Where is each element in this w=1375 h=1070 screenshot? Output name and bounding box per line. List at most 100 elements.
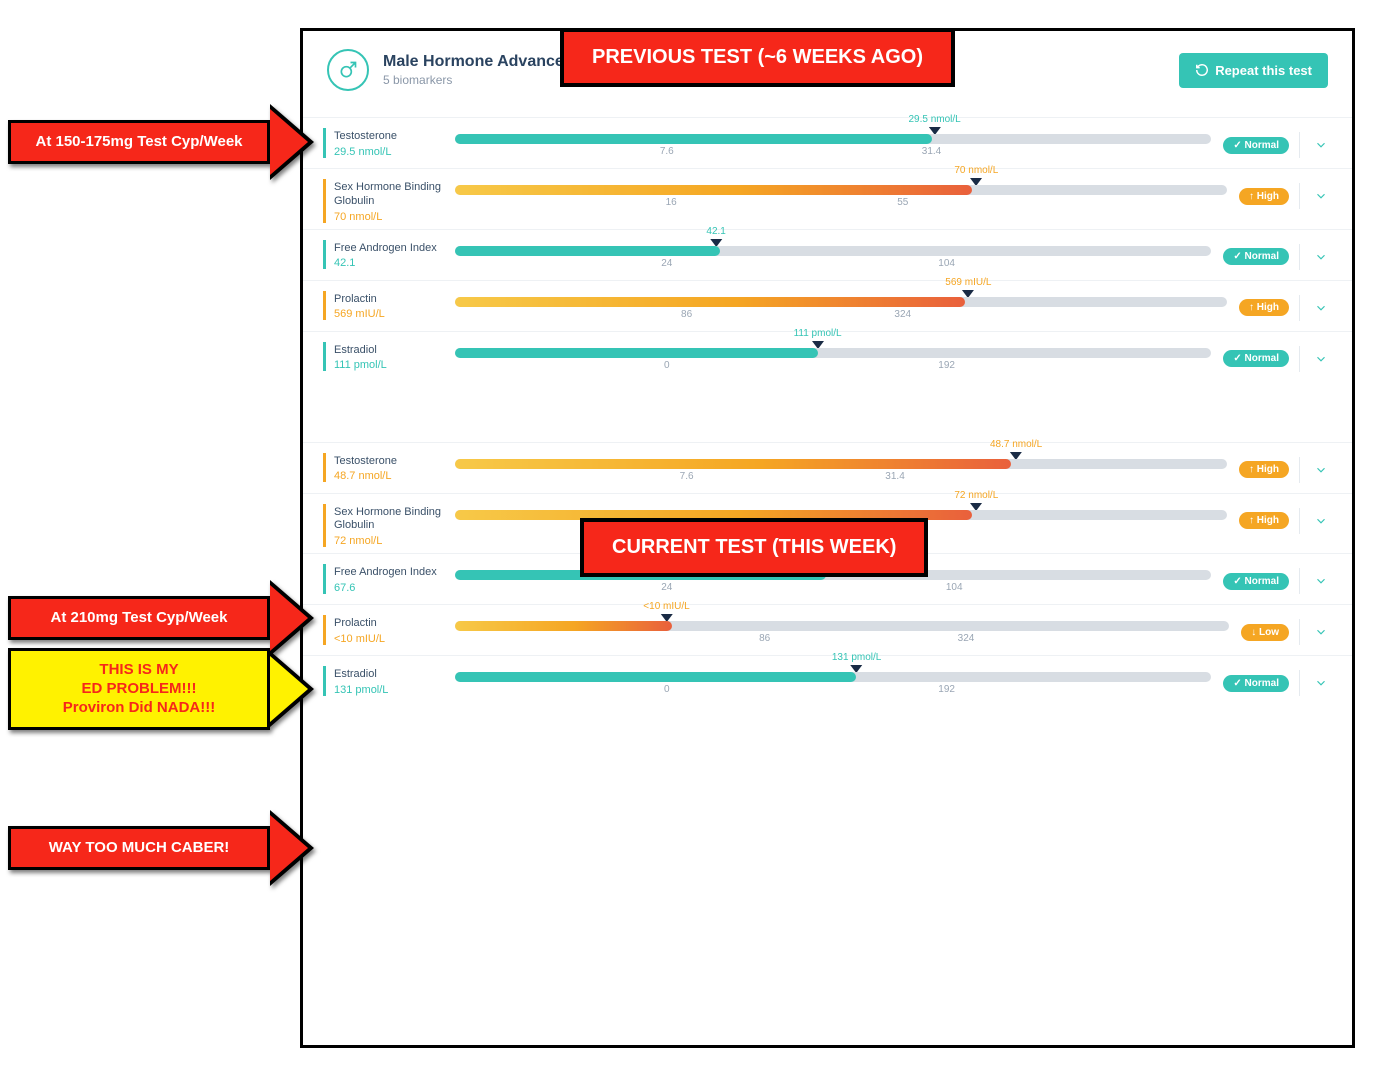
marker-label: 29.5 nmol/L: [908, 114, 960, 125]
current-test-banner: CURRENT TEST (THIS WEEK): [580, 518, 928, 577]
chevron-down-icon: [1314, 138, 1328, 152]
annotation-text: THIS IS MYED PROBLEM!!!Proviron Did NADA…: [8, 648, 270, 730]
value-marker: 48.7 nmol/L: [990, 439, 1042, 460]
annotation-arrow: THIS IS MYED PROBLEM!!!Proviron Did NADA…: [8, 648, 314, 730]
biomarker-bar: 70 nmol/L 1655: [443, 179, 1239, 213]
scale-labels: 0192: [455, 684, 1211, 700]
bar-track: [455, 459, 1227, 469]
scale-tick: 104: [938, 258, 955, 269]
biomarker-label-block: Testosterone 48.7 nmol/L: [323, 453, 443, 483]
annotation-text: WAY TOO MUCH CABER!: [8, 826, 270, 871]
scale-tick: 16: [666, 197, 677, 208]
biomarker-name: Estradiol: [334, 668, 443, 682]
biomarker-actions: ✓ Normal: [1223, 240, 1332, 270]
scale-tick: 55: [897, 197, 908, 208]
bar-track: [455, 246, 1211, 256]
bar-fill: [455, 672, 856, 682]
chevron-down-icon: [1314, 514, 1328, 528]
marker-label: 111 pmol/L: [794, 328, 842, 339]
biomarker-bar: 42.1 24104: [443, 240, 1223, 274]
repeat-label: Repeat this test: [1215, 63, 1312, 78]
divider: [1299, 132, 1300, 158]
expand-toggle[interactable]: [1310, 459, 1332, 481]
chevron-down-icon: [1314, 250, 1328, 264]
refresh-icon: [1195, 63, 1209, 77]
biomarker-row[interactable]: Prolactin <10 mIU/L <10 mIU/L 86324 ↓ Lo…: [303, 604, 1352, 655]
biomarker-actions: ↓ Low: [1241, 615, 1332, 645]
expand-toggle[interactable]: [1310, 185, 1332, 207]
divider: [1299, 183, 1300, 209]
expand-toggle[interactable]: [1310, 570, 1332, 592]
bar-fill: [455, 134, 932, 144]
biomarker-row[interactable]: Sex Hormone Binding Globulin 70 nmol/L 7…: [303, 168, 1352, 229]
biomarker-value: 29.5 nmol/L: [334, 146, 443, 158]
biomarker-row[interactable]: Prolactin 569 mIU/L 569 mIU/L 86324 ↑ Hi…: [303, 280, 1352, 331]
marker-label: 569 mIU/L: [945, 277, 991, 288]
biomarker-value: 111 pmol/L: [334, 359, 443, 371]
status-badge: ✓ Normal: [1223, 350, 1289, 367]
biomarker-bar: <10 mIU/L 86324: [443, 615, 1241, 649]
bar-fill: [455, 185, 972, 195]
biomarker-name: Free Androgen Index: [334, 566, 443, 580]
biomarker-bar: 111 pmol/L 0192: [443, 342, 1223, 376]
expand-toggle[interactable]: [1310, 134, 1332, 156]
biomarker-row[interactable]: Testosterone 29.5 nmol/L 29.5 nmol/L 7.6…: [303, 117, 1352, 168]
biomarker-actions: ↑ High: [1239, 504, 1332, 534]
scale-tick: 31.4: [885, 471, 904, 482]
marker-label: 42.1: [706, 226, 725, 237]
annotation-text: At 210mg Test Cyp/Week: [8, 596, 270, 641]
biomarker-value: 48.7 nmol/L: [334, 470, 443, 482]
value-marker: 29.5 nmol/L: [908, 114, 960, 135]
bar-track: [455, 297, 1227, 307]
arrow-head: [270, 104, 314, 180]
expand-toggle[interactable]: [1310, 621, 1332, 643]
biomarker-value: <10 mIU/L: [334, 633, 443, 645]
biomarker-bar: 48.7 nmol/L 7.631.4: [443, 453, 1239, 487]
annotation-text: At 150-175mg Test Cyp/Week: [8, 120, 270, 165]
scale-labels: 86324: [455, 309, 1227, 325]
scale-labels: 7.631.4: [455, 146, 1211, 162]
expand-toggle[interactable]: [1310, 672, 1332, 694]
value-marker: 72 nmol/L: [954, 490, 998, 511]
biomarker-row[interactable]: Estradiol 111 pmol/L 111 pmol/L 0192 ✓ N…: [303, 331, 1352, 382]
value-marker: 569 mIU/L: [945, 277, 991, 298]
scale-labels: 86324: [455, 633, 1229, 649]
divider: [1299, 568, 1300, 594]
biomarker-label-block: Testosterone 29.5 nmol/L: [323, 128, 443, 158]
expand-toggle[interactable]: [1310, 297, 1332, 319]
divider: [1299, 457, 1300, 483]
chevron-down-icon: [1314, 463, 1328, 477]
scale-labels: 24104: [455, 582, 1211, 598]
chevron-down-icon: [1314, 352, 1328, 366]
annotation-arrow: At 210mg Test Cyp/Week: [8, 580, 314, 656]
repeat-test-button[interactable]: Repeat this test: [1179, 53, 1328, 88]
biomarker-name: Prolactin: [334, 293, 443, 307]
scale-tick: 0: [664, 360, 670, 371]
chevron-down-icon: [1314, 676, 1328, 690]
arrow-head: [270, 651, 314, 727]
biomarker-label-block: Sex Hormone Binding Globulin 72 nmol/L: [323, 504, 443, 548]
expand-toggle[interactable]: [1310, 510, 1332, 532]
biomarker-row[interactable]: Free Androgen Index 42.1 42.1 24104 ✓ No…: [303, 229, 1352, 280]
expand-toggle[interactable]: [1310, 348, 1332, 370]
biomarker-label-block: Estradiol 131 pmol/L: [323, 666, 443, 696]
banner-label: CURRENT TEST (THIS WEEK): [580, 518, 928, 577]
value-marker: 70 nmol/L: [954, 165, 998, 186]
marker-label: 48.7 nmol/L: [990, 439, 1042, 450]
divider: [1299, 619, 1300, 645]
expand-toggle[interactable]: [1310, 246, 1332, 268]
biomarker-name: Sex Hormone Binding Globulin: [334, 181, 443, 209]
arrow-head: [270, 810, 314, 886]
value-marker: 42.1: [706, 226, 725, 247]
bar-fill: [455, 348, 818, 358]
biomarker-row[interactable]: Testosterone 48.7 nmol/L 48.7 nmol/L 7.6…: [303, 442, 1352, 493]
marker-label: 72 nmol/L: [954, 490, 998, 501]
biomarker-value: 67.6: [334, 582, 443, 594]
biomarker-label-block: Free Androgen Index 67.6: [323, 564, 443, 594]
biomarker-row[interactable]: Estradiol 131 pmol/L 131 pmol/L 0192 ✓ N…: [303, 655, 1352, 706]
scale-labels: 0192: [455, 360, 1211, 376]
biomarker-value: 42.1: [334, 257, 443, 269]
bar-fill: [455, 246, 720, 256]
chevron-down-icon: [1314, 301, 1328, 315]
marker-label: <10 mIU/L: [643, 601, 689, 612]
